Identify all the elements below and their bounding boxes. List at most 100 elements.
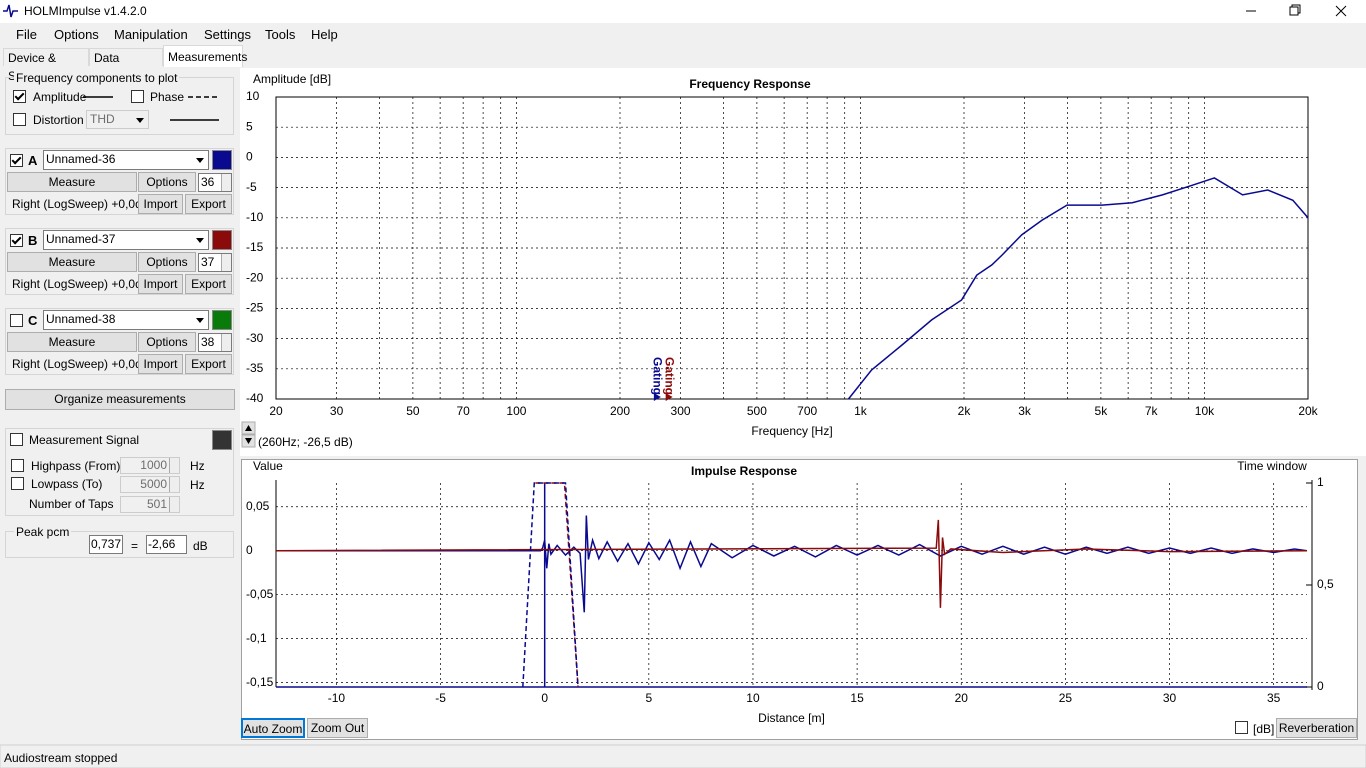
measure-button[interactable]: Measure <box>7 172 137 192</box>
peak-pcm: 0,737 <box>89 535 123 554</box>
measurement-group <box>5 228 234 295</box>
x-tick-label: 70 <box>456 404 470 418</box>
checkbox[interactable] <box>13 113 26 126</box>
number-input[interactable]: 36 <box>198 173 232 192</box>
y2-tick-label: 0 <box>1317 679 1324 693</box>
measure-button[interactable]: Measure <box>7 332 137 352</box>
color-swatch[interactable] <box>212 430 232 450</box>
measurement-letter: B <box>28 233 38 248</box>
cursor-readout: (260Hz; -26,5 dB) <box>258 435 353 449</box>
series-line <box>522 482 579 688</box>
up-arrow <box>245 425 252 431</box>
number-input[interactable]: 38 <box>198 333 232 352</box>
annotation-marker <box>665 393 673 401</box>
x-axis-title: Distance [m] <box>758 711 825 725</box>
measurement-group <box>5 148 234 215</box>
y-tick-label: -0,15 <box>246 675 274 689</box>
title-bar <box>0 0 1366 23</box>
equals-sign: = <box>131 539 139 553</box>
x-tick-label: 0 <box>541 691 548 705</box>
y-tick-label: 0 <box>246 543 253 557</box>
options-button[interactable]: Options <box>138 172 196 192</box>
menu-item[interactable]: Tools <box>265 27 296 42</box>
status-text: Audiostream stopped <box>4 751 118 765</box>
menu-item[interactable]: Settings <box>204 27 251 42</box>
close-button[interactable] <box>1335 5 1347 17</box>
x-tick-label: 50 <box>406 404 420 418</box>
unit-label: Hz <box>190 459 205 473</box>
y-tick-label: -5 <box>246 180 257 194</box>
tab[interactable]: Device & Signal <box>3 48 89 83</box>
group-title: Peak pcm <box>14 525 72 539</box>
checkbox[interactable] <box>10 433 23 446</box>
x-tick-label: 200 <box>610 404 630 418</box>
x-tick-label: 30 <box>330 404 344 418</box>
y-tick-label: -15 <box>246 240 264 254</box>
menu-item[interactable]: Options <box>54 27 99 42</box>
plot-frame <box>275 96 1309 400</box>
distortion-type-combo[interactable]: THD <box>86 110 149 129</box>
x-tick-label: 20 <box>269 404 283 418</box>
menu-item[interactable]: Help <box>311 27 338 42</box>
options-button[interactable]: Options <box>138 332 196 352</box>
reverberation-button[interactable]: Reverberation <box>1276 718 1357 738</box>
number-input[interactable]: 501 <box>120 496 180 513</box>
series-line <box>276 515 1308 613</box>
checkbox[interactable] <box>11 477 24 490</box>
checkbox[interactable] <box>11 459 24 472</box>
x-tick-label: 35 <box>1267 691 1281 705</box>
checkbox-label: Highpass (From) <box>31 459 121 473</box>
color-swatch[interactable] <box>212 230 232 250</box>
y-axis-title: Amplitude [dB] <box>253 72 331 86</box>
measure-button[interactable]: Measure <box>7 252 137 272</box>
measurement-name[interactable]: Unnamed-37 <box>43 230 209 250</box>
x-tick-label: 25 <box>1059 691 1073 705</box>
export-button[interactable]: Export <box>185 354 232 374</box>
checkbox[interactable] <box>10 234 23 247</box>
x-tick-label: 3k <box>1018 404 1032 418</box>
checkbox-label: Phase <box>150 90 185 104</box>
organize-button[interactable]: Organize measurements <box>5 389 235 410</box>
auto-zoom-button[interactable]: Auto Zoom <box>241 718 305 738</box>
color-swatch[interactable] <box>212 150 232 170</box>
number-input[interactable]: 1000 <box>120 457 180 474</box>
measurement-name[interactable]: Unnamed-36 <box>43 150 209 170</box>
export-button[interactable]: Export <box>185 274 232 294</box>
y-tick-label: -40 <box>246 391 264 405</box>
menu-item[interactable]: File <box>16 27 37 42</box>
x-tick-label: 2k <box>958 404 972 418</box>
checkbox[interactable] <box>1235 721 1248 734</box>
x-tick-label: 500 <box>747 404 767 418</box>
checkbox[interactable] <box>131 90 144 103</box>
number-input[interactable]: 5000 <box>120 476 180 493</box>
checkbox[interactable] <box>10 154 23 167</box>
checkbox-label: Distortion <box>33 113 84 127</box>
import-button[interactable]: Import <box>138 354 183 374</box>
import-button[interactable]: Import <box>138 274 183 294</box>
annotation-text: Gating <box>662 357 676 395</box>
y-tick-label: -30 <box>246 331 264 345</box>
menu-item[interactable]: Manipulation <box>114 27 188 42</box>
zoom-out-button[interactable]: Zoom Out <box>307 718 368 738</box>
tab[interactable]: Measurements <box>163 45 247 67</box>
export-button[interactable]: Export <box>185 194 232 214</box>
options-button[interactable]: Options <box>138 252 196 272</box>
checkbox[interactable] <box>10 314 23 327</box>
y-tick-label: 0 <box>246 150 253 164</box>
unit-label: Hz <box>190 478 205 492</box>
number-input[interactable]: 37 <box>198 253 232 272</box>
restore-button[interactable] <box>1289 6 1299 16</box>
annotation-marker <box>653 393 661 401</box>
x-tick-label: 20k <box>1298 404 1318 418</box>
measurement-name[interactable]: Unnamed-38 <box>43 310 209 330</box>
y-tick-label: -10 <box>246 210 264 224</box>
measurement-info: Right (LogSweep) +0,0dB <box>12 277 150 291</box>
color-swatch[interactable] <box>212 310 232 330</box>
import-button[interactable]: Import <box>138 194 183 214</box>
tab[interactable]: Data analysis <box>89 48 163 83</box>
checkbox[interactable] <box>13 90 26 103</box>
measurement-info: Right (LogSweep) +0,0dB <box>12 197 150 211</box>
series-line <box>847 177 1309 400</box>
x-tick-label: 100 <box>506 404 526 418</box>
